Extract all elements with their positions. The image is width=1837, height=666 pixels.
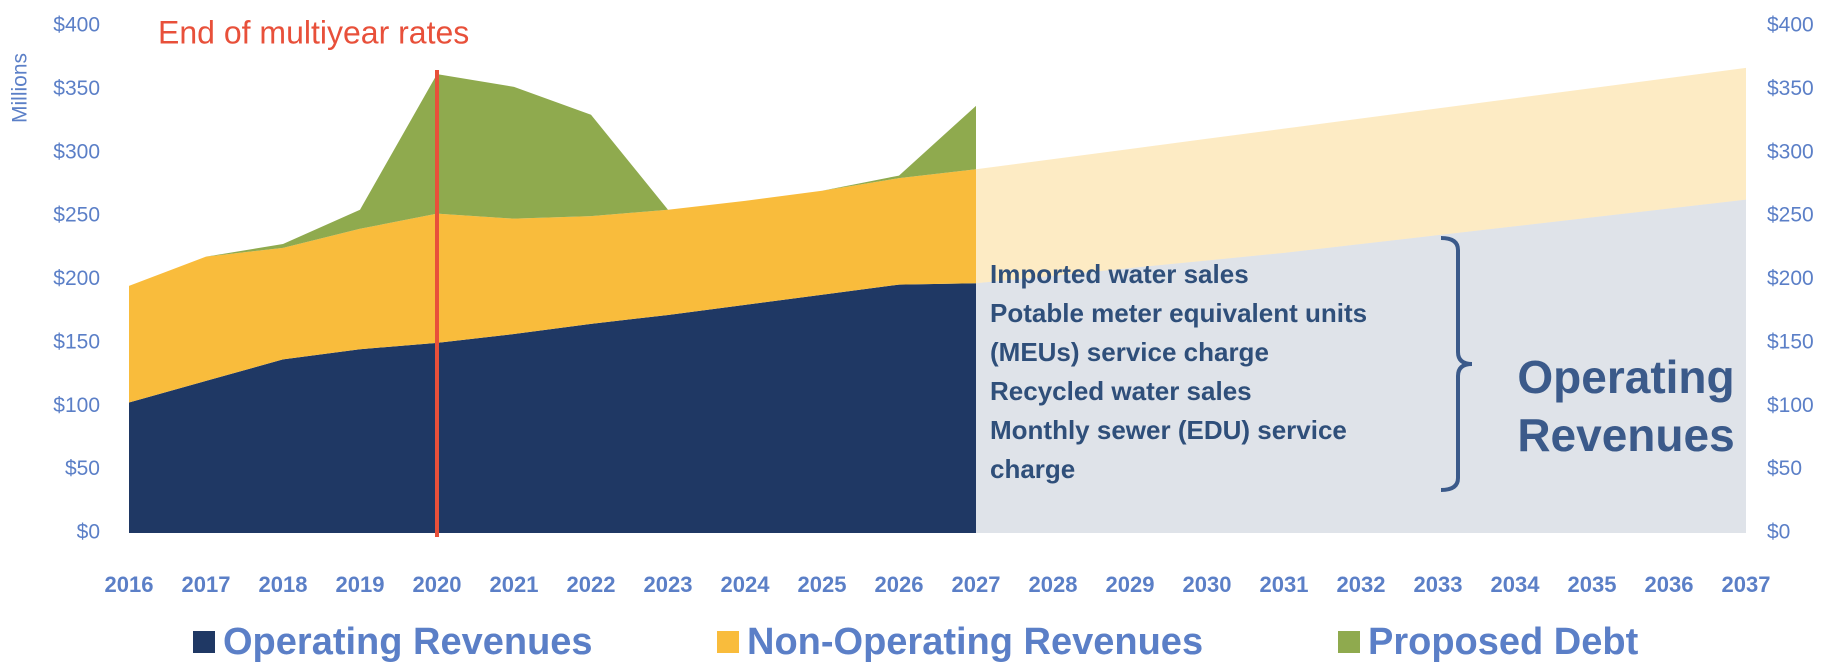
note-line: charge [990,454,1075,484]
x-tick-label: 2034 [1491,572,1541,597]
y-tick-label: $300 [53,140,100,163]
y-tick-label: $350 [53,77,100,100]
note-label: Operating [1517,351,1734,403]
y-axis-label: Millions [9,53,32,123]
y-tick-label: $200 [53,267,100,290]
note-line: (MEUs) service charge [990,337,1269,367]
x-tick-label: 2027 [952,572,1001,597]
x-tick-label: 2030 [1183,572,1232,597]
y2-tick-label: $400 [1767,14,1814,37]
y2-tick-label: $250 [1767,204,1814,227]
marker-label: End of multiyear rates [158,14,469,50]
area [129,169,976,403]
y2-tick-label: $0 [1767,521,1790,544]
y2-tick-label: $200 [1767,267,1814,290]
x-tick-label: 2036 [1645,572,1694,597]
area [129,74,976,286]
x-tick-label: 2031 [1260,572,1309,597]
area [129,283,976,533]
note-line: Imported water sales [990,259,1249,289]
y-tick-label: $0 [77,521,100,544]
x-tick-label: 2035 [1568,572,1617,597]
x-tick-label: 2028 [1029,572,1078,597]
x-tick-label: 2017 [182,572,231,597]
brace [1440,236,1473,492]
note-line: Monthly sewer (EDU) service [990,415,1347,445]
y-tick-label: $150 [53,330,100,353]
x-tick-label: 2032 [1337,572,1386,597]
y-tick-label: $50 [65,457,100,480]
x-tick-label: 2018 [259,572,308,597]
legend-label: Operating Revenues [223,621,593,663]
legend-swatch [717,631,739,653]
legend-label: Non-Operating Revenues [747,621,1203,663]
y2-tick-label: $100 [1767,394,1814,417]
y-tick-label: $100 [53,394,100,417]
legend-swatch [193,631,215,653]
legend-swatch [1338,631,1360,653]
x-tick-label: 2033 [1414,572,1463,597]
x-tick-label: 2037 [1722,572,1771,597]
note-label: Revenues [1517,409,1734,461]
x-tick-label: 2020 [413,572,462,597]
y2-tick-label: $300 [1767,140,1814,163]
x-tick-label: 2026 [875,572,924,597]
x-tick-label: 2025 [798,572,847,597]
projected-area [976,67,1746,284]
x-tick-label: 2029 [1106,572,1155,597]
x-tick-label: 2024 [721,572,771,597]
x-tick-label: 2022 [567,572,616,597]
projected-area [976,199,1746,533]
y2-tick-label: $350 [1767,77,1814,100]
note-line: Recycled water sales [990,376,1252,406]
y2-tick-label: $150 [1767,330,1814,353]
y2-tick-label: $50 [1767,457,1802,480]
y-tick-label: $400 [53,14,100,37]
x-tick-label: 2023 [644,572,693,597]
x-tick-label: 2019 [336,572,385,597]
x-tick-label: 2016 [105,572,154,597]
x-tick-label: 2021 [490,572,539,597]
y-tick-label: $250 [53,204,100,227]
note-line: Potable meter equivalent units [990,298,1367,328]
legend-label: Proposed Debt [1368,621,1639,663]
